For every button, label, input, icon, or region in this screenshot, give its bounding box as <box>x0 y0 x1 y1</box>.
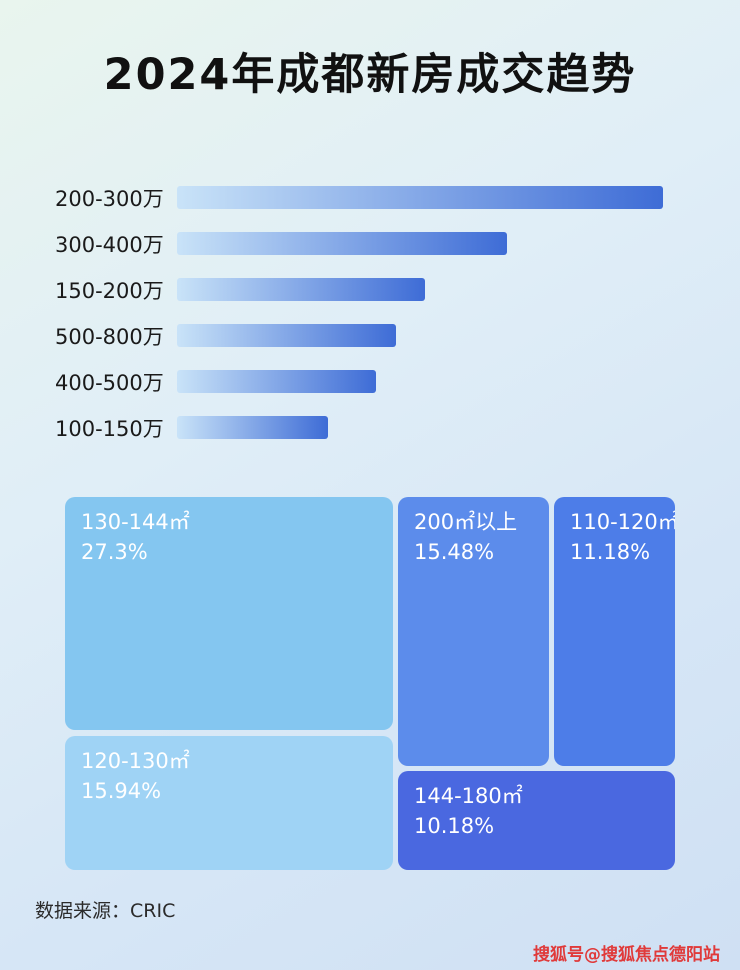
treemap-cell: 200㎡以上 15.48% <box>398 497 549 766</box>
treemap-cell-value: 10.18% <box>414 814 495 839</box>
bar-row: 200-300万 <box>55 186 683 211</box>
treemap: 130-144㎡ 27.3% 120-130㎡ 15.94% 200㎡以上 15… <box>65 497 675 870</box>
bar-chart: 200-300万 300-400万 150-200万 500-800万 400-… <box>55 186 683 462</box>
treemap-cell-value: 27.3% <box>81 540 148 565</box>
bar-row: 300-400万 <box>55 232 683 257</box>
treemap-cell: 130-144㎡ 27.3% <box>65 497 393 730</box>
bar-track <box>177 278 683 301</box>
bar-track <box>177 416 683 439</box>
treemap-cell-label: 110-120㎡ <box>570 510 675 534</box>
bar-track <box>177 370 683 393</box>
bar-category-label: 300-400万 <box>55 232 164 257</box>
bar-category-label: 100-150万 <box>55 416 164 441</box>
treemap-cell-value: 11.18% <box>570 540 651 565</box>
watermark-text: 搜狐号@搜狐焦点德阳站 <box>533 945 720 965</box>
bar-category-label: 500-800万 <box>55 324 164 349</box>
bar-fill <box>177 186 663 209</box>
bar-category-label: 400-500万 <box>55 370 164 395</box>
treemap-cell-label: 130-144㎡ <box>81 510 190 534</box>
bar-row: 400-500万 <box>55 370 683 395</box>
page-title: 2024年成都新房成交趋势 <box>103 50 637 100</box>
bar-row: 150-200万 <box>55 278 683 303</box>
bar-row: 100-150万 <box>55 416 683 441</box>
bar-fill <box>177 278 425 301</box>
treemap-cell: 144-180㎡ 10.18% <box>398 771 675 870</box>
bar-track <box>177 232 683 255</box>
bar-fill <box>177 324 396 347</box>
treemap-cell-label: 144-180㎡ <box>414 784 523 808</box>
treemap-cell: 120-130㎡ 15.94% <box>65 736 393 870</box>
bar-fill <box>177 232 508 255</box>
bar-fill <box>177 370 377 393</box>
treemap-cell-value: 15.48% <box>414 540 495 565</box>
treemap-cell-label: 120-130㎡ <box>81 749 190 773</box>
data-source-note: 数据来源：CRIC <box>35 900 176 922</box>
bar-row: 500-800万 <box>55 324 683 349</box>
bar-track <box>177 324 683 347</box>
bar-track <box>177 186 683 209</box>
bar-category-label: 150-200万 <box>55 278 164 303</box>
treemap-cell: 110-120㎡ 11.18% <box>554 497 675 766</box>
bar-category-label: 200-300万 <box>55 186 164 211</box>
bar-fill <box>177 416 328 439</box>
treemap-cell-value: 15.94% <box>81 779 162 804</box>
treemap-cell-label: 200㎡以上 <box>414 510 518 534</box>
